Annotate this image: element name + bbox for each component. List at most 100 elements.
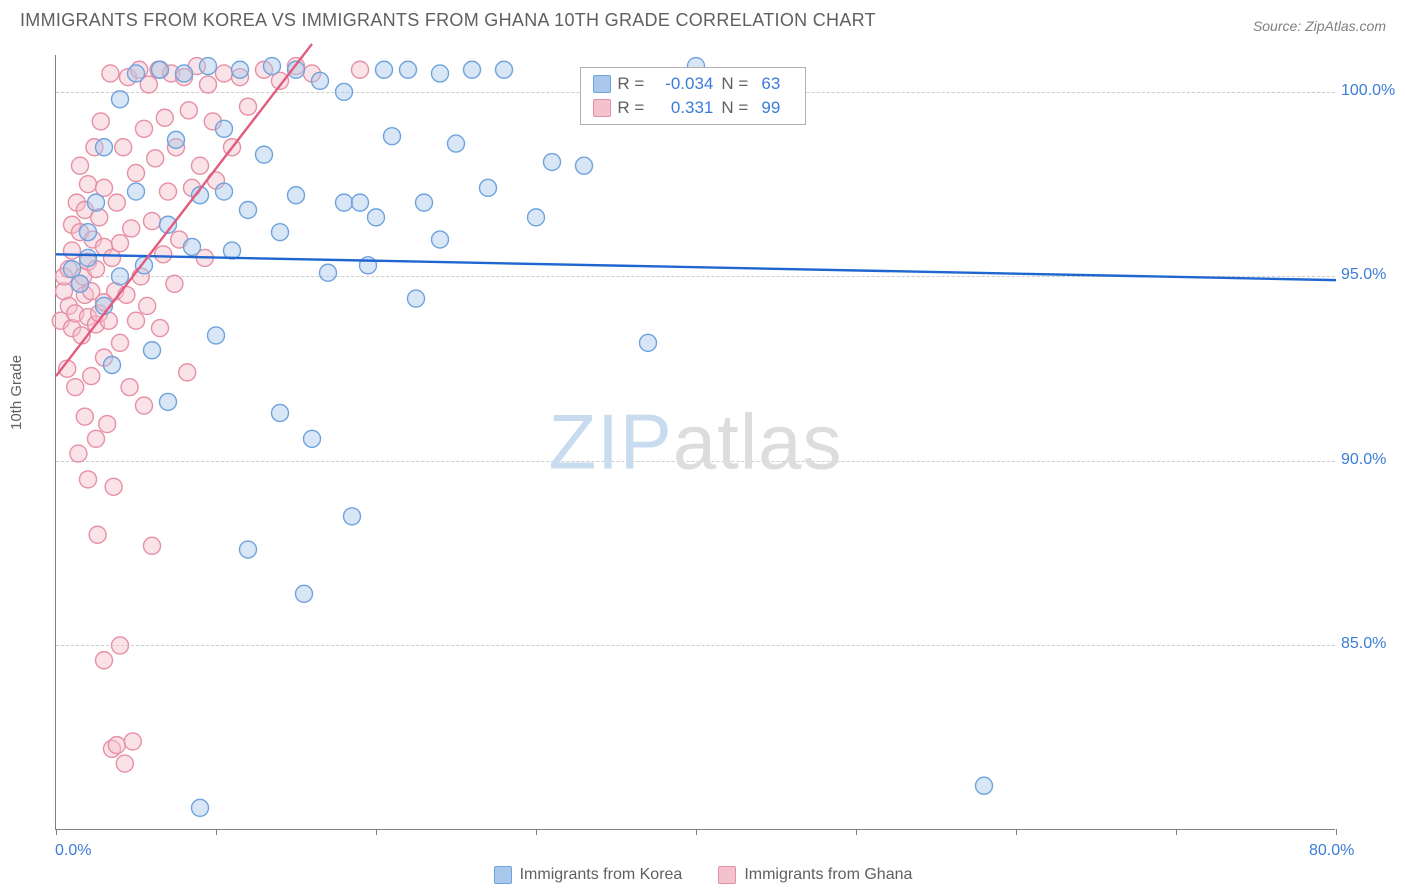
data-point-ghana xyxy=(352,61,369,78)
data-point-korea xyxy=(72,275,89,292)
data-point-ghana xyxy=(92,113,109,130)
data-point-ghana xyxy=(108,194,125,211)
data-point-ghana xyxy=(124,733,141,750)
corr-n-value-korea: 63 xyxy=(757,74,793,94)
trend-line-korea xyxy=(56,254,1336,280)
data-point-ghana xyxy=(70,445,87,462)
data-point-ghana xyxy=(72,157,89,174)
data-point-ghana xyxy=(128,312,145,329)
data-point-ghana xyxy=(118,286,135,303)
data-point-korea xyxy=(336,83,353,100)
data-point-ghana xyxy=(83,368,100,385)
data-point-ghana xyxy=(64,242,81,259)
data-point-ghana xyxy=(88,430,105,447)
data-point-ghana xyxy=(240,98,257,115)
data-point-korea xyxy=(576,157,593,174)
corr-swatch-ghana xyxy=(593,99,611,117)
data-point-ghana xyxy=(115,139,132,156)
data-point-ghana xyxy=(112,334,129,351)
corr-n-label: N = xyxy=(721,74,757,94)
data-point-korea xyxy=(200,58,217,75)
data-point-ghana xyxy=(116,755,133,772)
data-point-korea xyxy=(432,65,449,82)
data-point-korea xyxy=(168,131,185,148)
data-point-korea xyxy=(320,264,337,281)
data-point-ghana xyxy=(180,102,197,119)
data-point-korea xyxy=(192,799,209,816)
data-point-korea xyxy=(264,58,281,75)
data-point-ghana xyxy=(139,297,156,314)
plot-area: ZIPatlas R =-0.034N =63R =0.331N =99 xyxy=(55,55,1335,830)
data-point-korea xyxy=(640,334,657,351)
data-point-ghana xyxy=(80,176,97,193)
legend-label-korea: Immigrants from Korea xyxy=(520,866,683,884)
data-point-korea xyxy=(288,187,305,204)
data-point-korea xyxy=(112,268,129,285)
data-point-korea xyxy=(272,404,289,421)
data-point-ghana xyxy=(105,478,122,495)
data-point-ghana xyxy=(152,320,169,337)
data-point-korea xyxy=(296,585,313,602)
data-point-ghana xyxy=(67,379,84,396)
data-point-korea xyxy=(336,194,353,211)
chart-title: IMMIGRANTS FROM KOREA VS IMMIGRANTS FROM… xyxy=(20,10,876,31)
corr-n-label: N = xyxy=(721,98,757,118)
data-point-ghana xyxy=(136,120,153,137)
corr-r-label: R = xyxy=(617,74,653,94)
data-point-korea xyxy=(160,393,177,410)
y-tick-label: 100.0% xyxy=(1341,82,1395,100)
data-point-korea xyxy=(216,120,233,137)
y-tick-label: 85.0% xyxy=(1341,635,1386,653)
data-point-korea xyxy=(240,541,257,558)
data-point-korea xyxy=(88,194,105,211)
data-point-korea xyxy=(80,224,97,241)
data-point-korea xyxy=(464,61,481,78)
source-attribution: Source: ZipAtlas.com xyxy=(1253,18,1386,34)
y-tick-label: 90.0% xyxy=(1341,451,1386,469)
corr-n-value-ghana: 99 xyxy=(757,98,793,118)
data-point-ghana xyxy=(76,408,93,425)
data-point-ghana xyxy=(123,220,140,237)
data-point-korea xyxy=(176,65,193,82)
data-point-korea xyxy=(448,135,465,152)
data-point-korea xyxy=(352,194,369,211)
data-point-korea xyxy=(376,61,393,78)
data-point-korea xyxy=(368,209,385,226)
data-point-ghana xyxy=(200,76,217,93)
data-point-korea xyxy=(312,72,329,89)
data-point-korea xyxy=(232,61,249,78)
data-point-korea xyxy=(344,508,361,525)
data-point-ghana xyxy=(89,526,106,543)
data-point-ghana xyxy=(192,157,209,174)
data-point-ghana xyxy=(121,379,138,396)
legend-swatch-korea xyxy=(494,866,512,884)
corr-r-value-korea: -0.034 xyxy=(653,74,721,94)
data-point-korea xyxy=(408,290,425,307)
data-point-korea xyxy=(216,183,233,200)
data-point-ghana xyxy=(91,209,108,226)
data-point-korea xyxy=(480,179,497,196)
data-point-ghana xyxy=(147,150,164,167)
corr-r-value-ghana: 0.331 xyxy=(653,98,721,118)
series-ghana xyxy=(52,58,368,773)
data-point-ghana xyxy=(99,416,116,433)
data-point-korea xyxy=(400,61,417,78)
data-point-korea xyxy=(112,91,129,108)
data-point-korea xyxy=(528,209,545,226)
data-point-ghana xyxy=(166,275,183,292)
data-point-korea xyxy=(104,357,121,374)
data-point-ghana xyxy=(144,537,161,554)
data-point-korea xyxy=(144,342,161,359)
data-point-korea xyxy=(976,777,993,794)
data-point-korea xyxy=(384,128,401,145)
data-point-ghana xyxy=(112,235,129,252)
data-point-ghana xyxy=(179,364,196,381)
legend-item-ghana: Immigrants from Ghana xyxy=(718,866,912,884)
data-point-ghana xyxy=(128,165,145,182)
data-point-ghana xyxy=(155,246,172,263)
data-point-ghana xyxy=(80,471,97,488)
data-point-ghana xyxy=(108,737,125,754)
data-point-ghana xyxy=(136,397,153,414)
data-point-korea xyxy=(152,61,169,78)
data-point-ghana xyxy=(216,65,233,82)
